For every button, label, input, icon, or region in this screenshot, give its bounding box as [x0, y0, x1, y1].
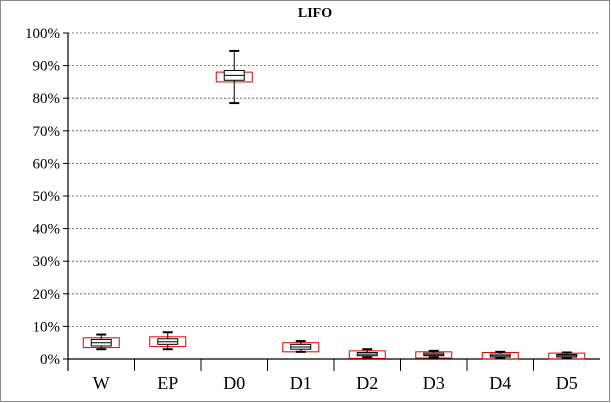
- x-tick-label: EP: [157, 373, 178, 393]
- box-D5: [548, 351, 586, 360]
- y-tick-label: 100%: [25, 26, 60, 42]
- y-tick-label: 0%: [40, 352, 60, 368]
- box-D3: [415, 349, 453, 359]
- box-EP: [149, 331, 187, 351]
- x-tick-label: D2: [356, 373, 378, 393]
- y-tick-label: 50%: [33, 189, 61, 205]
- y-tick-label: 40%: [33, 222, 61, 238]
- y-tick-label: 70%: [33, 124, 61, 140]
- y-tick-label: 30%: [33, 254, 61, 270]
- x-tick-label: W: [93, 373, 110, 393]
- x-tick-label: D3: [423, 373, 445, 393]
- y-tick-label: 10%: [33, 319, 61, 335]
- box-D1: [282, 340, 320, 353]
- box-D4: [481, 350, 519, 360]
- y-tick-label: 80%: [33, 91, 61, 107]
- y-tick-label: 20%: [33, 287, 61, 303]
- x-tick-label: D4: [489, 373, 511, 393]
- y-tick-label: 90%: [33, 59, 61, 75]
- x-axis: W EP D0 D1 D2 D3 D4 D5: [68, 358, 600, 393]
- x-tick-label: D1: [290, 373, 312, 393]
- box-D2: [348, 348, 386, 359]
- chart-title: LIFO: [298, 6, 332, 21]
- grid-lines: [68, 32, 600, 327]
- box-W: [82, 333, 120, 351]
- box-D0: [215, 49, 253, 105]
- x-tick-label: D5: [556, 373, 578, 393]
- y-tick-label: 60%: [33, 156, 61, 172]
- y-axis: 0% 10% 20% 30% 40% 50% 60% 70% 80% 90% 100%: [25, 26, 69, 371]
- x-tick-label: D0: [223, 373, 245, 393]
- box-series: [82, 49, 586, 360]
